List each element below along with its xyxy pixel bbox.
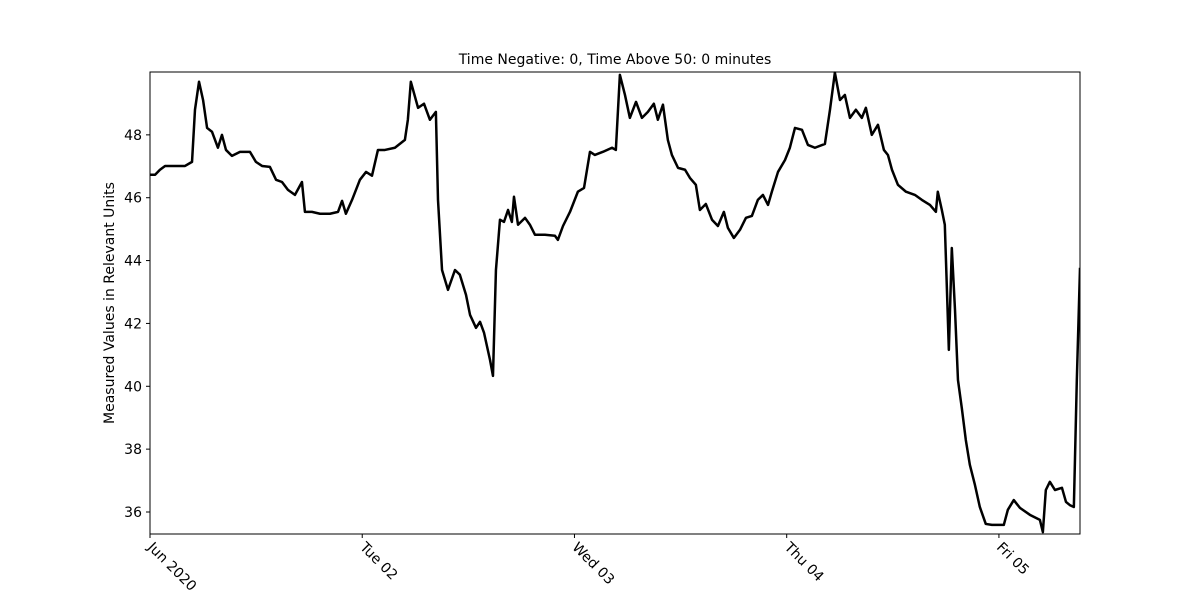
y-tick-label: 48	[124, 128, 142, 144]
y-tick-label: 40	[124, 379, 142, 395]
data-line	[150, 71, 1080, 534]
y-axis-label: Measured Values in Relevant Units	[102, 182, 118, 424]
y-tick-label: 42	[124, 316, 142, 332]
y-tick-label: 38	[124, 442, 142, 458]
plot-frame	[149, 71, 1081, 535]
chart-title: Time Negative: 0, Time Above 50: 0 minut…	[458, 52, 772, 68]
y-tick-label: 44	[124, 254, 142, 270]
y-tick-label: 46	[124, 191, 142, 207]
y-tick-label: 36	[124, 505, 142, 521]
